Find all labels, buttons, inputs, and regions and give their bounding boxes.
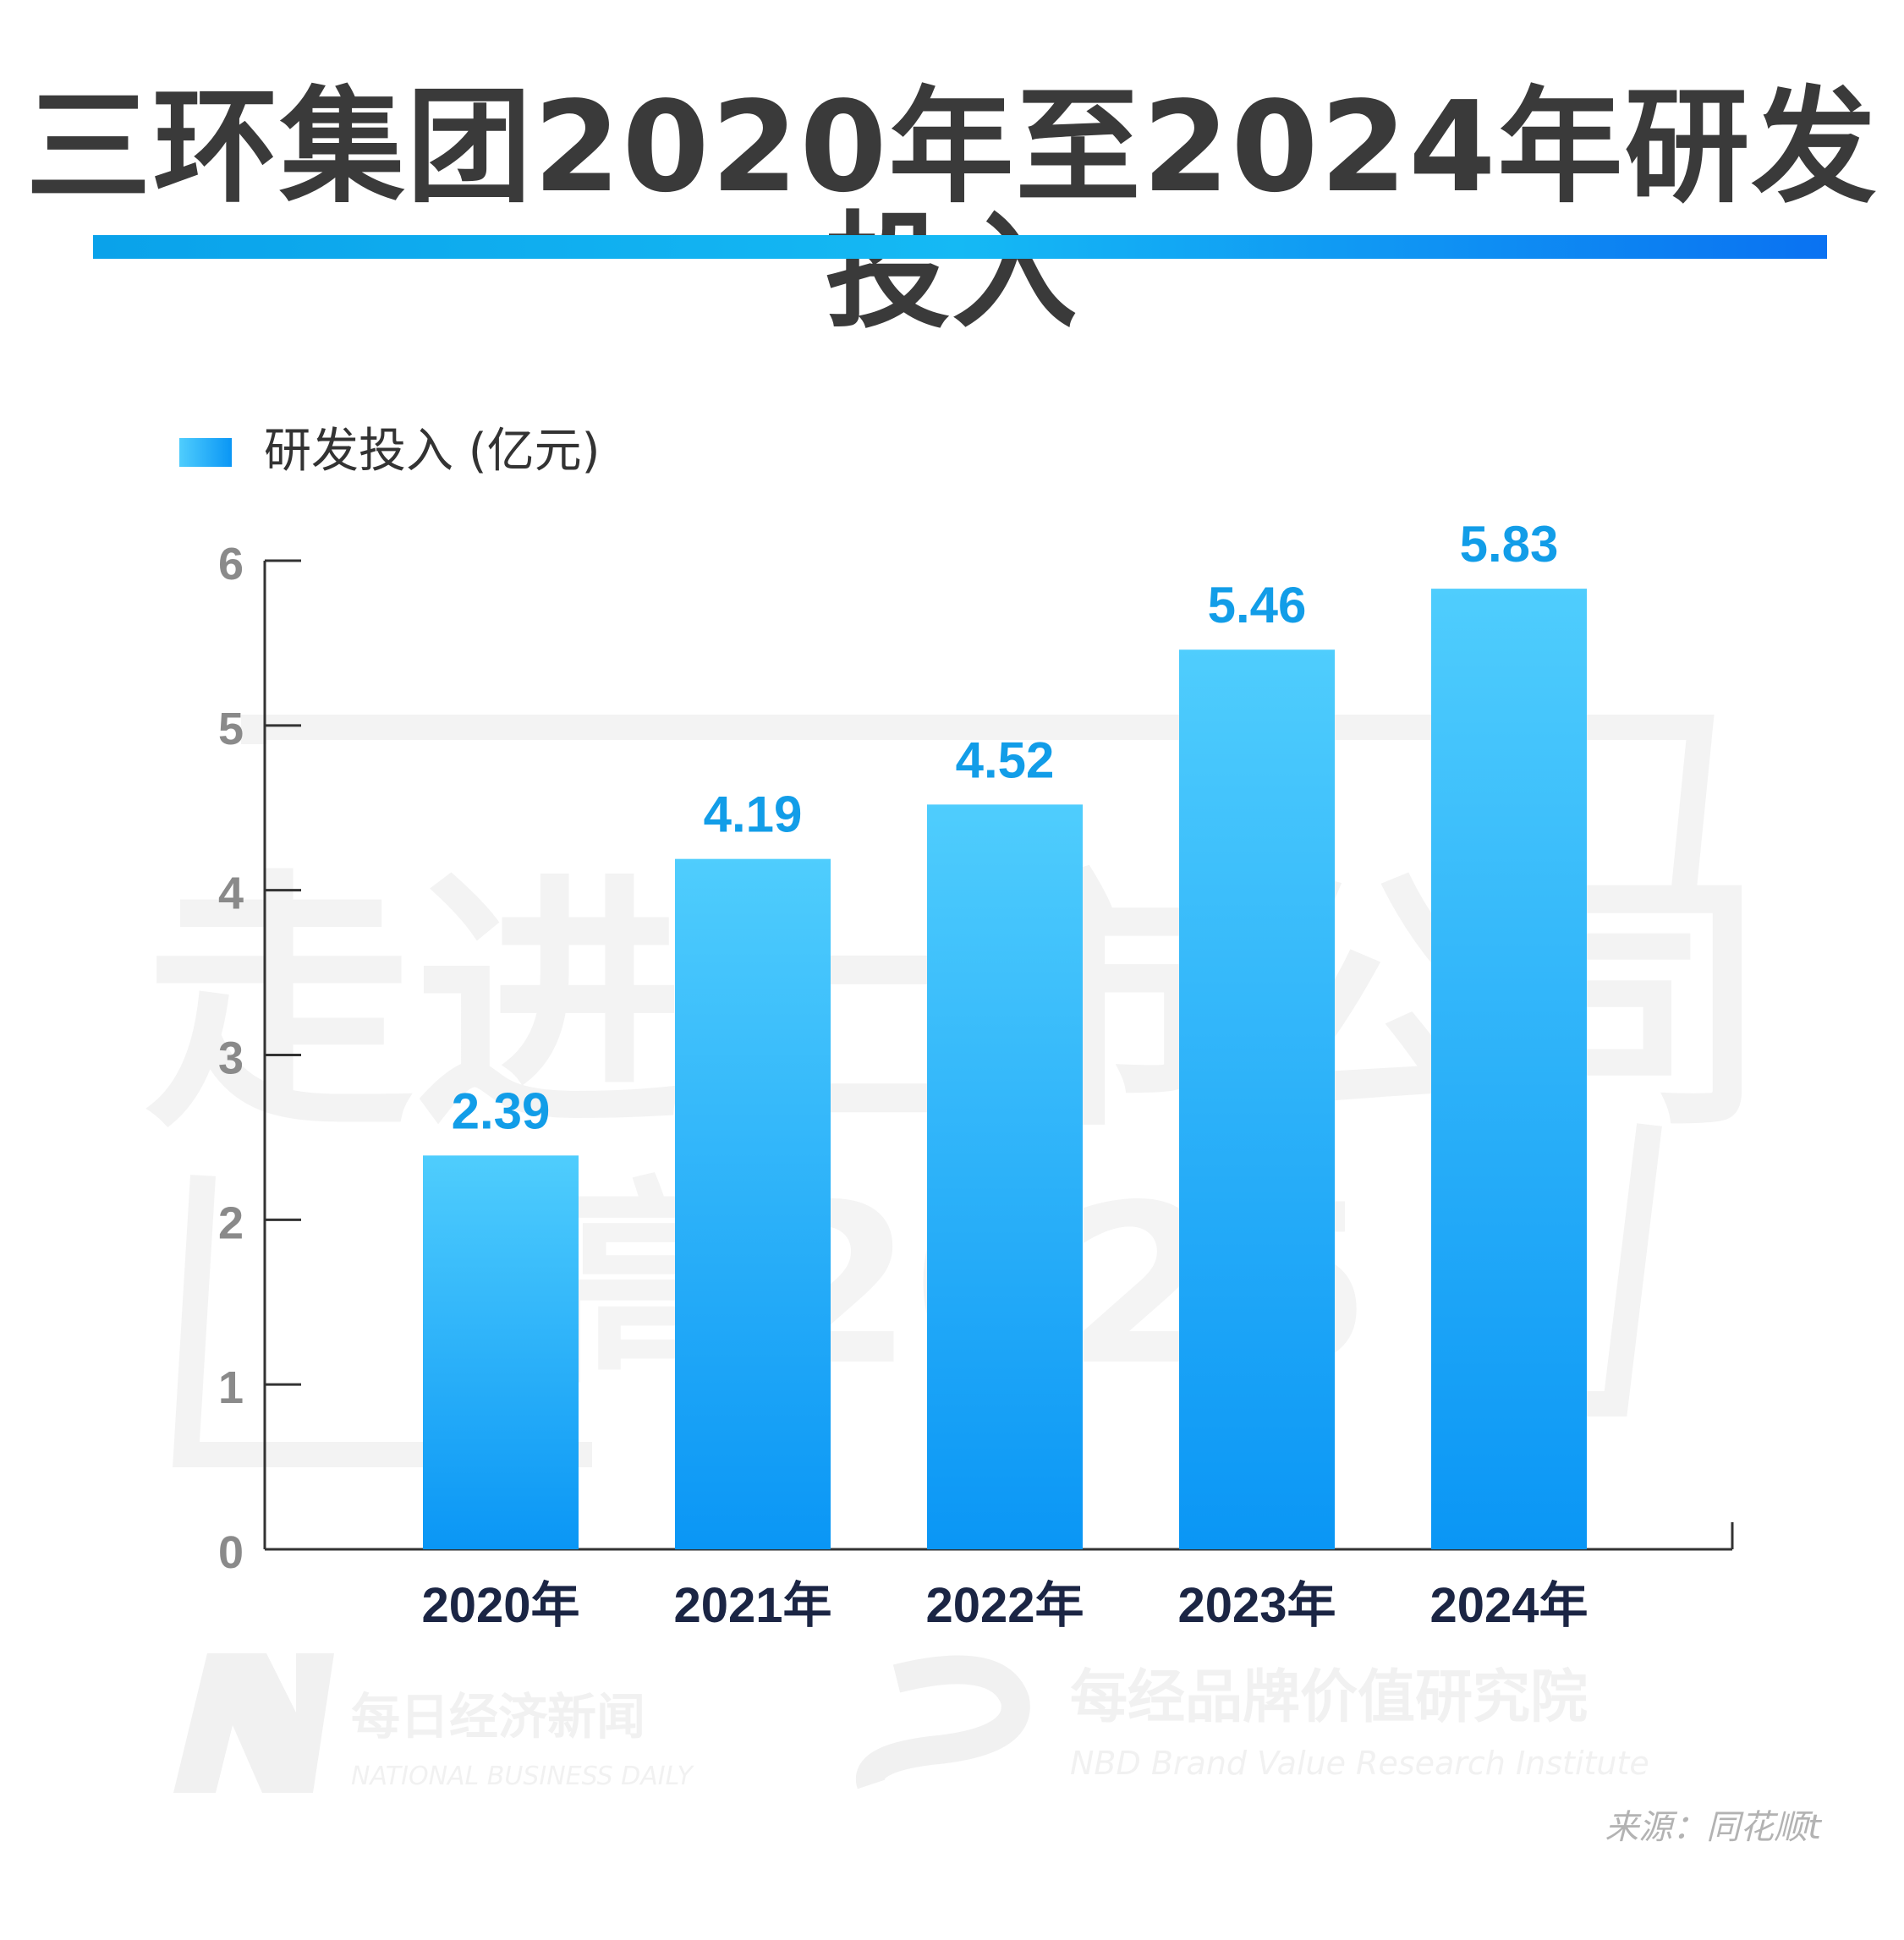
bars <box>423 589 1587 1550</box>
y-tick-label: 4 <box>218 869 244 919</box>
source-note: 来源：同花顺t <box>1605 1808 1821 1847</box>
bar <box>423 1155 579 1549</box>
brand-right-cn: 每经品牌价值研究院 <box>1070 1664 1588 1731</box>
brand-right-en: NBD Brand Value Research Institute <box>1070 1745 1649 1782</box>
chart-title: 三环集团2020年至2024年研发投入 <box>25 74 1879 345</box>
bar <box>1179 649 1335 1550</box>
legend-label: 研发投入 (亿元) <box>264 424 601 479</box>
title-underline <box>93 235 1827 259</box>
bar-value-label: 4.19 <box>704 786 803 843</box>
nbd-institute-logo-icon <box>855 1655 1030 1789</box>
brand-left-en: NATIONAL BUSINESS DAILY <box>351 1762 694 1791</box>
x-tick-label: 2020年 <box>421 1578 579 1633</box>
brand-left-cn: 每日经济新闻 <box>351 1688 645 1745</box>
bar <box>1431 589 1587 1550</box>
y-tick-label: 3 <box>218 1033 244 1084</box>
legend-swatch <box>179 438 232 467</box>
bar <box>675 858 831 1549</box>
x-tick-label: 2021年 <box>673 1578 831 1633</box>
nbd-logo-icon <box>173 1653 334 1793</box>
x-tick-label: 2022年 <box>925 1578 1084 1633</box>
bar <box>927 804 1083 1549</box>
y-tick-label: 0 <box>218 1527 244 1578</box>
x-tick-label: 2024年 <box>1429 1578 1588 1633</box>
y-tick-label: 6 <box>218 539 244 589</box>
bar-value-label: 2.39 <box>452 1082 551 1139</box>
y-tick-label: 2 <box>218 1197 244 1248</box>
x-tick-label: 2023年 <box>1177 1578 1336 1633</box>
bar-value-label: 5.46 <box>1208 577 1307 633</box>
y-tick-label: 5 <box>218 704 244 754</box>
legend: 研发投入 (亿元) <box>179 424 601 479</box>
labels: 2.39 2020年 4.19 2021年 4.52 2022年 5.46 2023年 5.83… <box>421 516 1588 1633</box>
bar-value-label: 4.52 <box>956 732 1055 788</box>
bar-value-label: 5.83 <box>1460 516 1559 573</box>
y-tick-label: 1 <box>218 1362 244 1413</box>
